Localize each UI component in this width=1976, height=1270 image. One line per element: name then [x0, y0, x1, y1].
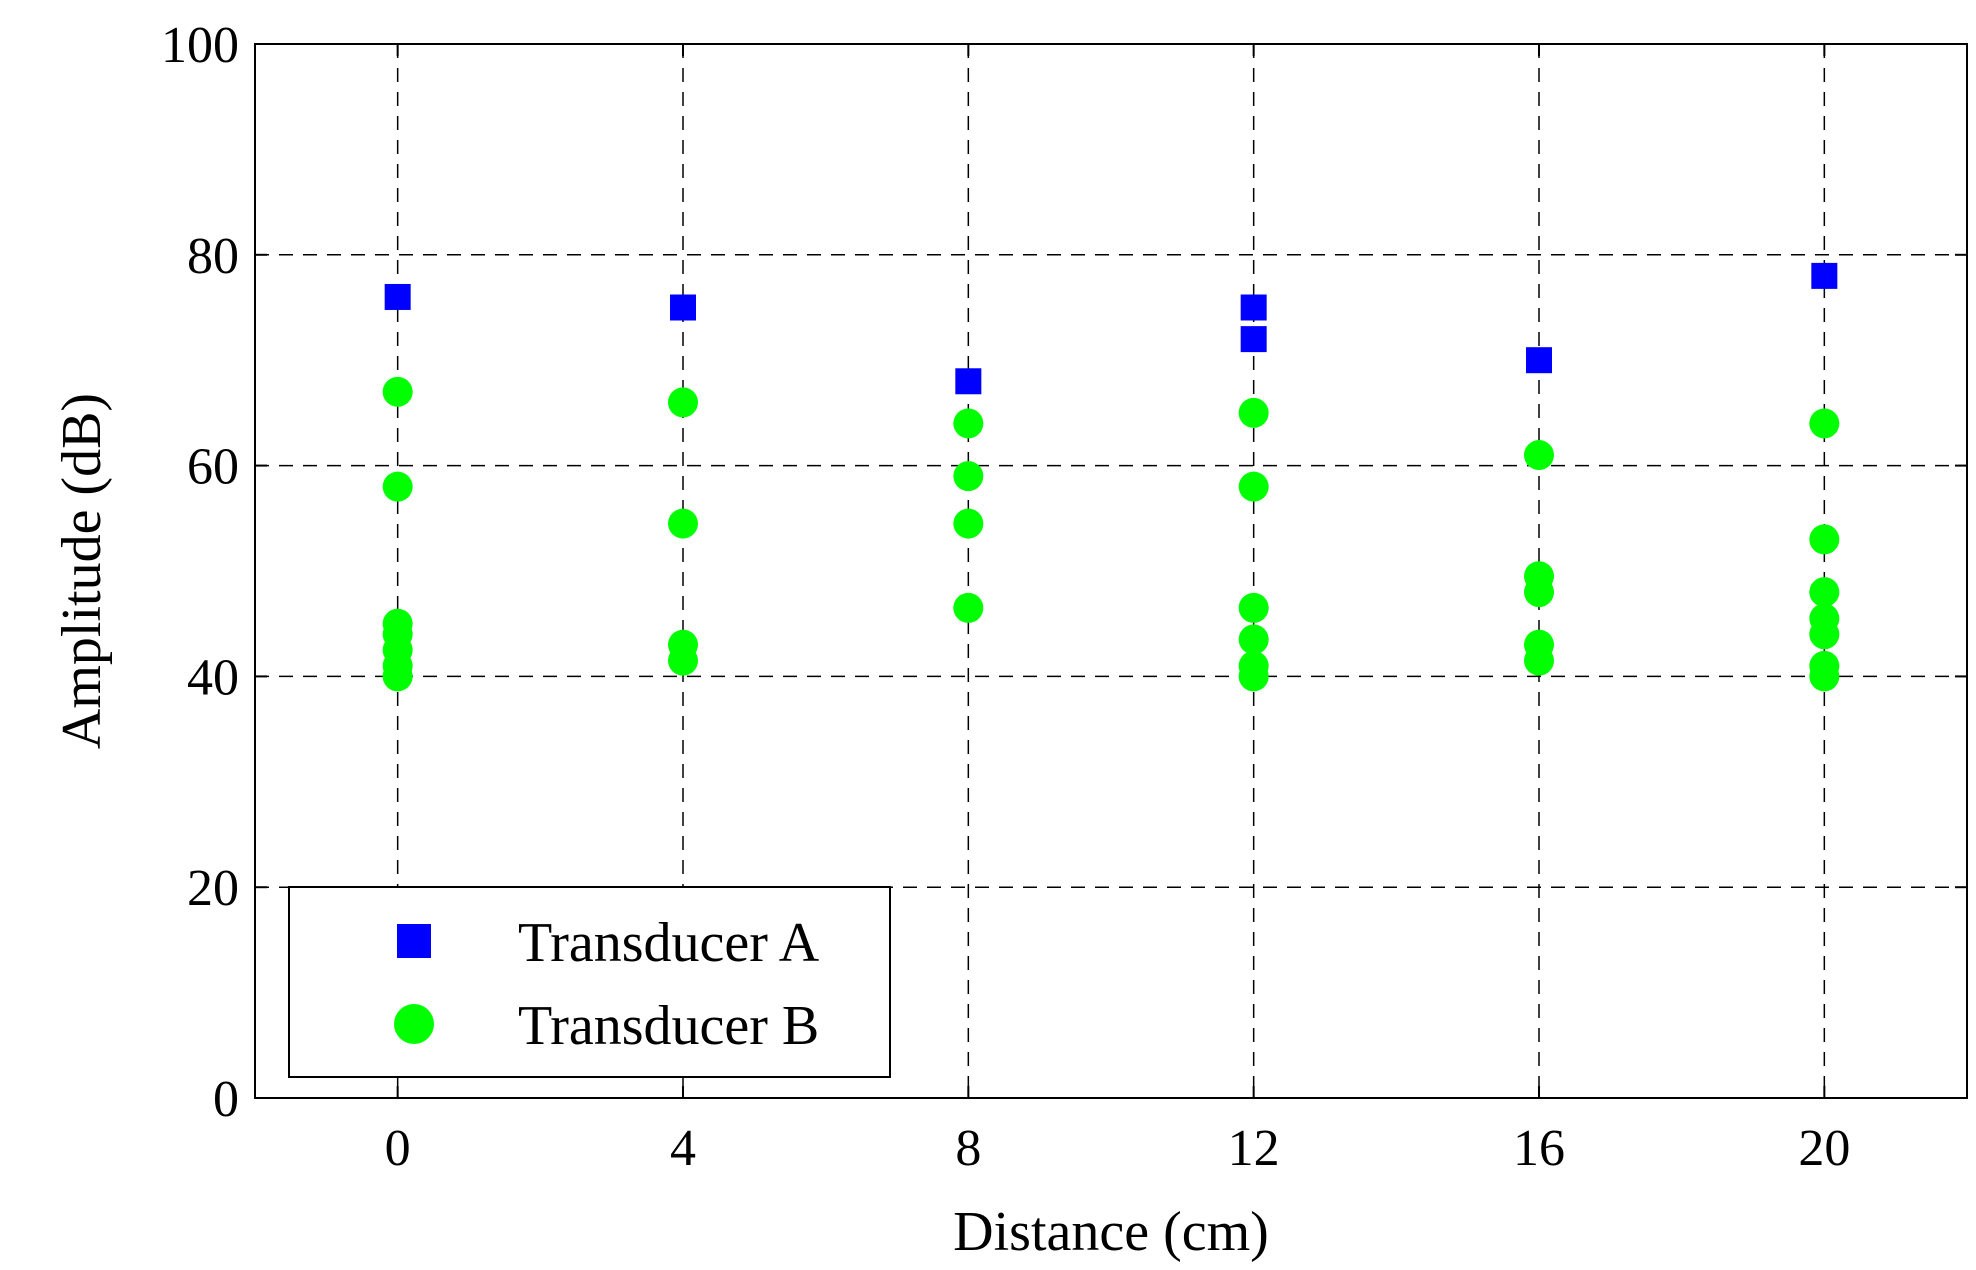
series-b-point [668, 387, 698, 418]
series-b-point [1809, 524, 1840, 555]
y-tick-label: 80 [187, 228, 239, 285]
series-b-point [668, 645, 698, 676]
series-b-point [1524, 645, 1554, 676]
legend-items: Transducer A Transducer B [394, 912, 820, 1057]
legend-marker-square [397, 924, 431, 958]
y-tick-label: 40 [187, 649, 239, 706]
series-a-point [1811, 262, 1838, 289]
series-b-point [1238, 661, 1269, 692]
series-b-point [1238, 397, 1269, 428]
x-tick-label: 20 [1798, 1120, 1850, 1177]
series-b-point [953, 408, 984, 439]
x-tick-label: 0 [385, 1120, 411, 1177]
series-b-point [1524, 440, 1554, 471]
y-tick-label: 60 [187, 439, 239, 496]
x-tick-label: 4 [670, 1120, 696, 1177]
x-tick-label: 8 [955, 1120, 981, 1177]
series-1 [384, 262, 1838, 395]
series-b-point [1809, 661, 1840, 692]
series-a-point [670, 294, 696, 321]
series-b-point [1809, 619, 1840, 650]
x-tick-label: 12 [1228, 1120, 1280, 1177]
series-a-point [1240, 326, 1267, 353]
x-axis-label: Distance (cm) [953, 1201, 1269, 1263]
legend-label: Transducer B [518, 995, 819, 1057]
y-tick-label: 0 [213, 1071, 239, 1128]
grid-lines [255, 44, 1967, 1098]
plot-area-frame [254, 43, 1968, 1099]
series-2 [382, 376, 1840, 692]
series-b-point [953, 592, 984, 623]
series-b-point [1238, 471, 1269, 502]
series-b-point [953, 508, 984, 539]
legend-box [288, 886, 891, 1078]
series-b-point [1809, 577, 1840, 608]
series-b-point [382, 661, 413, 692]
series-b-point [382, 376, 413, 407]
series-a-point [384, 283, 411, 310]
y-axis-label: Amplitude (dB) [51, 393, 113, 749]
series-a-point [955, 368, 982, 395]
axis-ticks: 0 4 8 12 16 20 0 20 40 60 80 100 [161, 17, 1967, 1177]
series-a-point [1526, 347, 1552, 374]
data-points [382, 262, 1840, 692]
series-b-point [1809, 408, 1840, 439]
legend-marker-circle [394, 1004, 434, 1044]
series-b-point [382, 471, 413, 502]
series-b-point [668, 508, 698, 539]
series-a-point [1240, 294, 1267, 321]
legend: Transducer A Transducer B [288, 886, 891, 1078]
y-tick-label: 100 [161, 17, 239, 74]
legend-label: Transducer A [518, 912, 820, 974]
series-b-point [1524, 577, 1554, 608]
series-b-point [953, 461, 984, 492]
series-b-point [1238, 624, 1269, 655]
y-tick-label: 20 [187, 860, 239, 917]
x-tick-label: 16 [1513, 1120, 1565, 1177]
series-b-point [1238, 592, 1269, 623]
